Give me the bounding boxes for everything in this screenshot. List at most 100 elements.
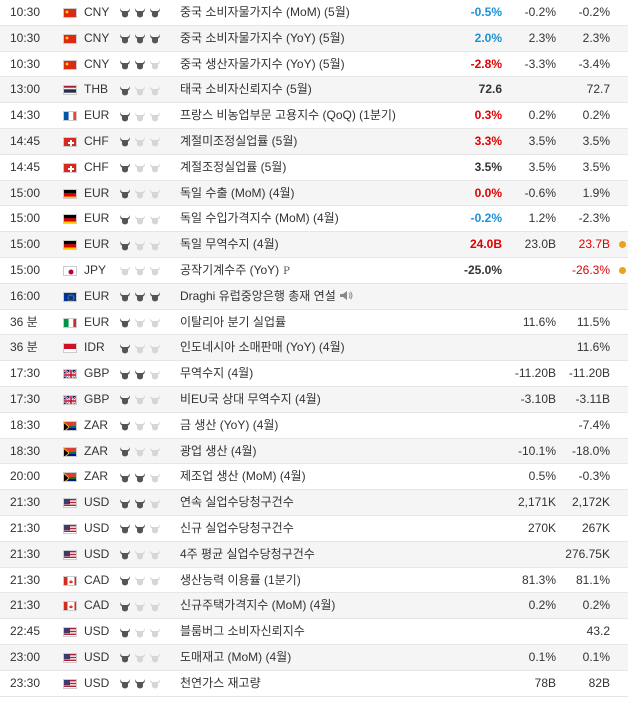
event-time: 20:00 xyxy=(10,469,41,484)
table-row[interactable]: 22:45 USD 블룸버그 소비자신뢰지수 43.2 xyxy=(0,619,628,645)
event-label[interactable]: 중국 소비자물가지수 (YoY) (5월) xyxy=(180,30,345,45)
event-name[interactable]: 중국 소비자물가지수 (MoM) (5월) xyxy=(180,0,450,26)
event-name[interactable]: Draghi 유럽중앙은행 총재 연설 xyxy=(180,284,450,310)
event-name[interactable]: 연속 실업수당청구건수 xyxy=(180,490,450,516)
table-row[interactable]: 21:30 USD 연속 실업수당청구건수 2,171K 2,172K xyxy=(0,490,628,516)
table-row[interactable]: 13:00 THB 태국 소비자신뢰지수 (5월) 72.6 72.7 xyxy=(0,77,628,104)
table-row[interactable]: 20:00 ZAR 제조업 생산 (MoM) (4월) 0.5% -0.3% xyxy=(0,464,628,491)
event-label[interactable]: 블룸버그 소비자신뢰지수 xyxy=(180,624,305,639)
event-label[interactable]: 이탈리아 분기 실업률 xyxy=(180,314,287,329)
table-row[interactable]: 23:00 USD 도매재고 (MoM) (4월) 0.1% 0.1% xyxy=(0,644,628,671)
event-name[interactable]: 계절조정실업률 (5월) xyxy=(180,155,450,181)
event-label[interactable]: 계절조정실업률 (5월) xyxy=(180,159,287,174)
table-row[interactable]: 15:00 EUR 독일 수출 (MoM) (4월) 0.0% -0.6% 1.9% xyxy=(0,180,628,207)
event-label[interactable]: 독일 수출 (MoM) (4월) xyxy=(180,185,295,200)
event-name[interactable]: 독일 수입가격지수 (MoM) (4월) xyxy=(180,206,450,232)
table-row[interactable]: 36 분 EUR 이탈리아 분기 실업률 11.6% 11.5% xyxy=(0,310,628,336)
importance-rating xyxy=(118,619,170,645)
event-name[interactable]: 블룸버그 소비자신뢰지수 xyxy=(180,619,450,645)
event-label[interactable]: 제조업 생산 (MoM) (4월) xyxy=(180,469,306,484)
actual-value: -0.5% xyxy=(470,5,502,19)
event-name[interactable]: 계절미조정실업률 (5월) xyxy=(180,129,450,155)
currency-code: CAD xyxy=(84,598,110,613)
bull-icon xyxy=(118,181,131,207)
event-label[interactable]: 무역수지 (4월) xyxy=(180,366,254,381)
table-row[interactable]: 17:30 GBP 비EU국 상대 무역수지 (4월) -3.10B -3.11B xyxy=(0,386,628,413)
flag-cn-icon xyxy=(63,33,77,44)
table-row[interactable]: 10:30 CNY 중국 소비자물가지수 (YoY) (5월) 2.0% 2.3% 2.3… xyxy=(0,25,628,52)
table-row[interactable]: 14:45 CHF 계절미조정실업률 (5월) 3.3% 3.5% 3.5% xyxy=(0,128,628,155)
event-name[interactable]: 비EU국 상대 무역수지 (4월) xyxy=(180,387,450,413)
event-name[interactable]: 신규 실업수당청구건수 xyxy=(180,516,450,542)
event-label[interactable]: 태국 소비자신뢰지수 (5월) xyxy=(180,82,312,97)
event-label[interactable]: 독일 무역수지 (4월) xyxy=(180,237,279,252)
event-name[interactable]: 무역수지 (4월) xyxy=(180,361,450,387)
event-label[interactable]: 공작기계수주 (YoY) xyxy=(180,262,280,277)
event-name[interactable]: 제조업 생산 (MoM) (4월) xyxy=(180,464,450,490)
event-name[interactable]: 중국 소비자물가지수 (YoY) (5월) xyxy=(180,26,450,52)
previous-value: 276.75K xyxy=(565,546,610,561)
table-row[interactable]: 18:30 ZAR 광업 생산 (4월) -10.1% -18.0% xyxy=(0,438,628,465)
event-label[interactable]: 중국 생산자물가지수 (YoY) (5월) xyxy=(180,56,345,71)
event-label[interactable]: 신규 실업수당청구건수 xyxy=(180,520,294,535)
event-name[interactable]: 4주 평균 실업수당청구건수 xyxy=(180,542,450,568)
event-label[interactable]: Draghi 유럽중앙은행 총재 연설 xyxy=(180,288,336,303)
forecast-value: 1.2% xyxy=(528,211,556,226)
table-row[interactable]: 15:00 EUR 독일 수입가격지수 (MoM) (4월) -0.2% 1.2% -2.… xyxy=(0,206,628,233)
event-name[interactable]: 프랑스 비농업부문 고용지수 (QoQ) (1분기) xyxy=(180,103,450,129)
currency-code: THB xyxy=(84,82,108,97)
event-label[interactable]: 신규주택가격지수 (MoM) (4월) xyxy=(180,598,336,613)
event-name[interactable]: 공작기계수주 (YoY) P xyxy=(180,258,450,284)
bull-icon xyxy=(148,361,161,387)
forecast-value: -0.2% xyxy=(524,5,556,19)
event-label[interactable]: 광업 생산 (4월) xyxy=(180,443,257,458)
table-row[interactable]: 14:45 CHF 계절조정실업률 (5월) 3.5% 3.5% 3.5% xyxy=(0,155,628,181)
table-row[interactable]: 17:30 GBP 무역수지 (4월) -11.20B -11.20B xyxy=(0,361,628,387)
event-name[interactable]: 이탈리아 분기 실업률 xyxy=(180,310,450,336)
event-label[interactable]: 독일 수입가격지수 (MoM) (4월) xyxy=(180,211,339,226)
event-label[interactable]: 프랑스 비농업부문 고용지수 (QoQ) (1분기) xyxy=(180,108,396,123)
table-row[interactable]: 14:30 EUR 프랑스 비농업부문 고용지수 (QoQ) (1분기) 0.3% 0.… xyxy=(0,103,628,129)
table-row[interactable]: 21:30 CAD 생산능력 이용률 (1분기) 81.3% 81.1% xyxy=(0,568,628,594)
event-label[interactable]: 인도네시아 소매판매 (YoY) (4월) xyxy=(180,340,345,355)
event-label[interactable]: 생산능력 이용률 (1분기) xyxy=(180,572,301,587)
event-label[interactable]: 도매재고 (MoM) (4월) xyxy=(180,649,292,664)
table-row[interactable]: 18:30 ZAR 금 생산 (YoY) (4월) -7.4% xyxy=(0,413,628,439)
event-label[interactable]: 계절미조정실업률 (5월) xyxy=(180,133,298,148)
event-label[interactable]: 비EU국 상대 무역수지 (4월) xyxy=(180,391,321,406)
event-name[interactable]: 독일 수출 (MoM) (4월) xyxy=(180,181,450,207)
table-row[interactable]: 15:00 JPY 공작기계수주 (YoY) P -25.0% -26.3% xyxy=(0,258,628,284)
table-row[interactable]: 36 분 IDR 인도네시아 소매판매 (YoY) (4월) 11.6% xyxy=(0,335,628,362)
table-row[interactable]: 21:30 USD 신규 실업수당청구건수 270K 267K xyxy=(0,516,628,542)
bull-icon xyxy=(133,181,146,207)
bull-icon xyxy=(148,26,161,52)
event-name[interactable]: 태국 소비자신뢰지수 (5월) xyxy=(180,77,450,103)
table-row[interactable]: 10:30 CNY 중국 생산자물가지수 (YoY) (5월) -2.8% -3.3% -… xyxy=(0,52,628,78)
alert-dot-icon[interactable] xyxy=(619,266,626,274)
actual-value: 72.6 xyxy=(478,82,502,97)
event-label[interactable]: 천연가스 재고량 xyxy=(180,675,261,690)
table-row[interactable]: 16:00 EUR Draghi 유럽중앙은행 총재 연설 xyxy=(0,283,628,310)
table-row[interactable]: 10:30 CNY 중국 소비자물가지수 (MoM) (5월) -0.5% -0.2% -… xyxy=(0,0,628,26)
table-row[interactable]: 23:30 USD 천연가스 재고량 78B 82B xyxy=(0,671,628,697)
event-name[interactable]: 도매재고 (MoM) (4월) xyxy=(180,645,450,671)
currency-code: EUR xyxy=(84,108,110,123)
previous-value: -26.3% xyxy=(571,262,610,277)
event-name[interactable]: 금 생산 (YoY) (4월) xyxy=(180,413,450,439)
alert-dot-icon[interactable] xyxy=(619,241,626,249)
bull-icon xyxy=(148,206,161,232)
table-row[interactable]: 21:30 USD 4주 평균 실업수당청구건수 276.75K xyxy=(0,541,628,568)
event-name[interactable]: 인도네시아 소매판매 (YoY) (4월) xyxy=(180,335,450,361)
event-name[interactable]: 천연가스 재고량 xyxy=(180,671,450,697)
table-row[interactable]: 21:30 CAD 신규주택가격지수 (MoM) (4월) 0.2% 0.2% xyxy=(0,593,628,620)
event-name[interactable]: 신규주택가격지수 (MoM) (4월) xyxy=(180,593,450,619)
event-name[interactable]: 광업 생산 (4월) xyxy=(180,439,450,465)
event-name[interactable]: 중국 생산자물가지수 (YoY) (5월) xyxy=(180,52,450,78)
event-label[interactable]: 중국 소비자물가지수 (MoM) (5월) xyxy=(180,5,350,19)
event-label[interactable]: 연속 실업수당청구건수 xyxy=(180,495,294,510)
event-label[interactable]: 4주 평균 실업수당청구건수 xyxy=(180,546,315,561)
event-name[interactable]: 생산능력 이용률 (1분기) xyxy=(180,568,450,594)
table-row[interactable]: 15:00 EUR 독일 무역수지 (4월) 24.0B 23.0B 23.7B xyxy=(0,232,628,258)
event-label[interactable]: 금 생산 (YoY) (4월) xyxy=(180,417,279,432)
event-name[interactable]: 독일 무역수지 (4월) xyxy=(180,232,450,258)
